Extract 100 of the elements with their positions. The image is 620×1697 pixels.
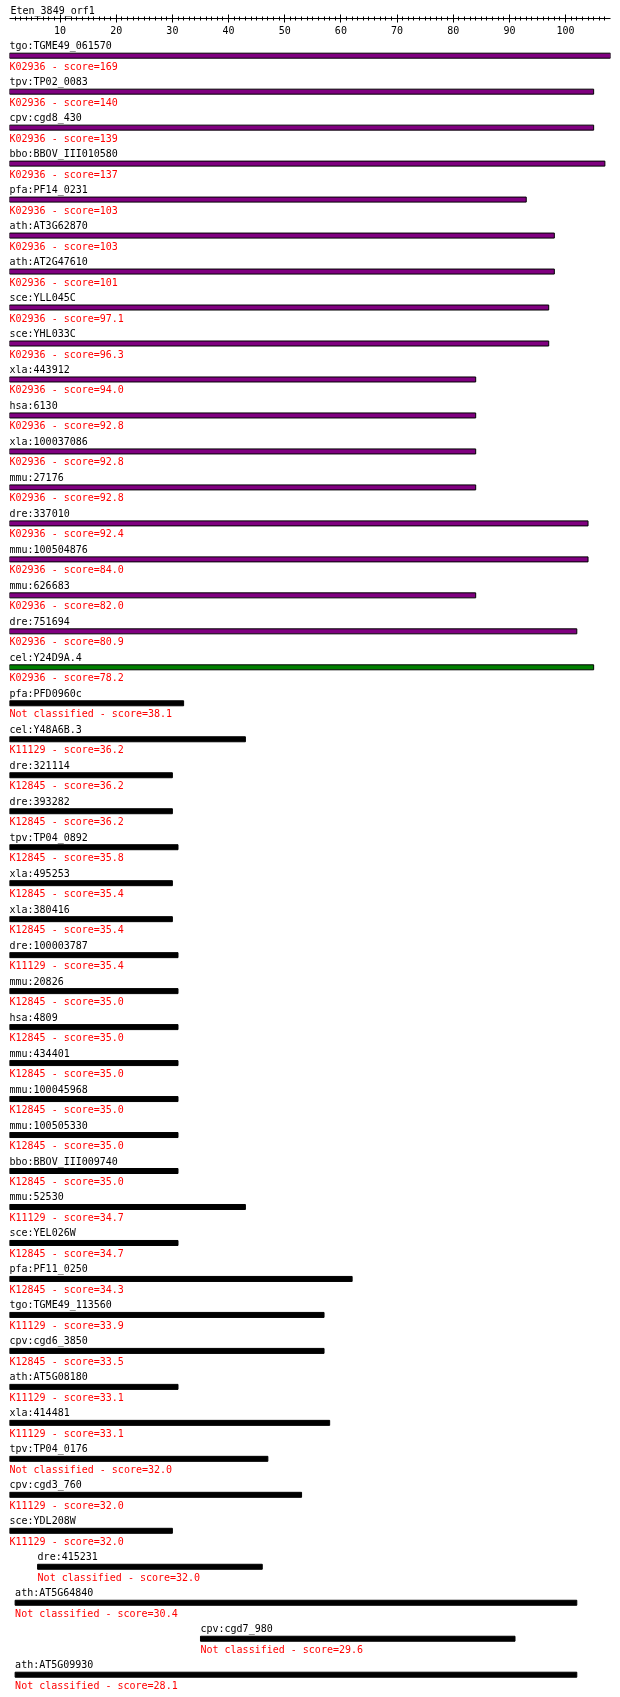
annotation: K02936 - score=92.8 — [9, 492, 124, 504]
annotation: K12845 - score=35.0 — [9, 996, 124, 1008]
annotation: K12845 - score=35.0 — [9, 1068, 124, 1080]
bar — [9, 160, 606, 167]
bar — [9, 916, 173, 923]
bar — [9, 1455, 269, 1462]
annotation: K11129 - score=32.0 — [9, 1535, 124, 1547]
y-tick-label: tpv:TP02_0083 — [9, 76, 88, 89]
bar — [9, 1347, 325, 1354]
annotation: K11129 - score=34.7 — [9, 1211, 124, 1223]
bar — [9, 736, 246, 743]
bar — [9, 124, 595, 131]
y-tick-label: dre:415231 — [37, 1551, 98, 1563]
annotation: K12845 - score=35.0 — [9, 1104, 124, 1116]
bar — [9, 1311, 325, 1318]
bar — [9, 700, 185, 707]
y-tick-label: xla:380416 — [9, 903, 70, 915]
y-tick-label: dre:751694 — [9, 615, 70, 627]
annotation: K12845 - score=35.4 — [9, 888, 124, 900]
y-tick-label: ath:AT5G64840 — [15, 1587, 94, 1599]
annotation: K11129 - score=33.1 — [9, 1391, 124, 1403]
annotation: K11129 - score=33.1 — [9, 1427, 124, 1439]
y-tick-label: cel:Y48A6B.3 — [9, 723, 82, 735]
y-tick-label: sce:YLL045C — [9, 292, 76, 304]
y-tick-label: mmu:626683 — [9, 579, 70, 591]
bar — [9, 556, 589, 563]
y-tick-label: dre:321114 — [9, 759, 70, 771]
bar — [9, 52, 611, 59]
y-tick-label: bbo:BBOV_III009740 — [9, 1155, 118, 1168]
bar — [9, 592, 477, 599]
annotation: K02936 - score=92.4 — [9, 528, 124, 540]
annotation: K12845 - score=36.2 — [9, 816, 124, 828]
annotation: K02936 - score=139 — [9, 132, 118, 144]
annotation: K02936 - score=169 — [9, 60, 118, 72]
y-tick-label: xla:443912 — [9, 363, 70, 375]
bar — [9, 1419, 331, 1426]
y-tick-label: cpv:cgd7_980 — [200, 1623, 273, 1636]
bar — [9, 232, 555, 239]
bar — [9, 1024, 179, 1031]
annotation: Not classified - score=28.1 — [15, 1679, 178, 1691]
bar — [9, 628, 578, 635]
bar — [9, 808, 173, 815]
bar — [9, 268, 555, 275]
annotation: K12845 - score=35.8 — [9, 852, 124, 864]
bar — [9, 1491, 303, 1498]
x-tick-label: 30 — [166, 24, 179, 36]
annotation: K02936 - score=92.8 — [9, 456, 124, 468]
annotation: Not classified - score=30.4 — [15, 1607, 178, 1619]
annotation: K11129 - score=32.0 — [9, 1499, 124, 1511]
annotation: K12845 - score=35.0 — [9, 1032, 124, 1044]
annotation: K12845 - score=34.3 — [9, 1283, 124, 1295]
annotation: K02936 - score=101 — [9, 276, 118, 288]
annotation: K11129 - score=36.2 — [9, 744, 124, 756]
bar — [9, 1168, 179, 1175]
bar — [9, 1239, 179, 1246]
bar — [37, 1563, 263, 1570]
bar — [9, 376, 477, 383]
annotation: K02936 - score=92.8 — [9, 420, 124, 432]
annotation: Not classified - score=29.6 — [200, 1643, 364, 1655]
y-tick-label: cpv:cgd3_760 — [9, 1479, 82, 1492]
y-tick-label: mmu:52530 — [9, 1191, 64, 1203]
y-tick-label: ath:AT5G08180 — [9, 1371, 88, 1383]
bar — [9, 772, 173, 779]
bar — [9, 196, 527, 203]
annotation: K11129 - score=35.4 — [9, 960, 124, 972]
annotation: K02936 - score=82.0 — [9, 600, 124, 612]
y-tick-label: ath:AT2G47610 — [9, 256, 88, 268]
y-tick-label: mmu:100045968 — [9, 1083, 88, 1095]
annotation: K12845 - score=35.0 — [9, 1176, 124, 1188]
x-tick-label: 90 — [503, 24, 516, 36]
bar — [9, 952, 179, 959]
annotation: K11129 - score=33.9 — [9, 1319, 124, 1331]
x-tick-label: 80 — [447, 24, 460, 36]
y-tick-label: cel:Y24D9A.4 — [9, 651, 82, 663]
bar — [9, 1096, 179, 1103]
bar — [9, 1060, 179, 1067]
annotation: Not classified - score=32.0 — [9, 1463, 173, 1475]
annotation: K02936 - score=103 — [9, 204, 118, 216]
annotation: K12845 - score=35.0 — [9, 1140, 124, 1152]
y-tick-label: hsa:6130 — [9, 399, 58, 411]
bar — [9, 304, 550, 311]
y-tick-label: sce:YEL026W — [9, 1227, 77, 1239]
bar — [9, 484, 477, 491]
bar — [14, 1599, 578, 1606]
annotation: K02936 - score=84.0 — [9, 564, 124, 576]
annotation: K02936 - score=97.1 — [9, 312, 124, 324]
y-tick-label: pfa:PF11_0250 — [9, 1263, 88, 1276]
y-tick-label: mmu:434401 — [9, 1047, 70, 1059]
y-tick-label: pfa:PFD0960c — [9, 687, 82, 699]
x-tick-label: 40 — [222, 24, 235, 36]
y-tick-label: tgo:TGME49_061570 — [9, 40, 112, 53]
annotation: K02936 - score=96.3 — [9, 348, 124, 360]
annotation: K02936 - score=137 — [9, 168, 118, 180]
bar — [9, 844, 179, 851]
bar — [9, 1132, 179, 1139]
x-tick-label: 20 — [110, 24, 123, 36]
bar — [9, 340, 550, 347]
annotation: K02936 - score=78.2 — [9, 672, 124, 684]
bar — [9, 988, 179, 995]
x-tick-label: 100 — [556, 24, 575, 36]
